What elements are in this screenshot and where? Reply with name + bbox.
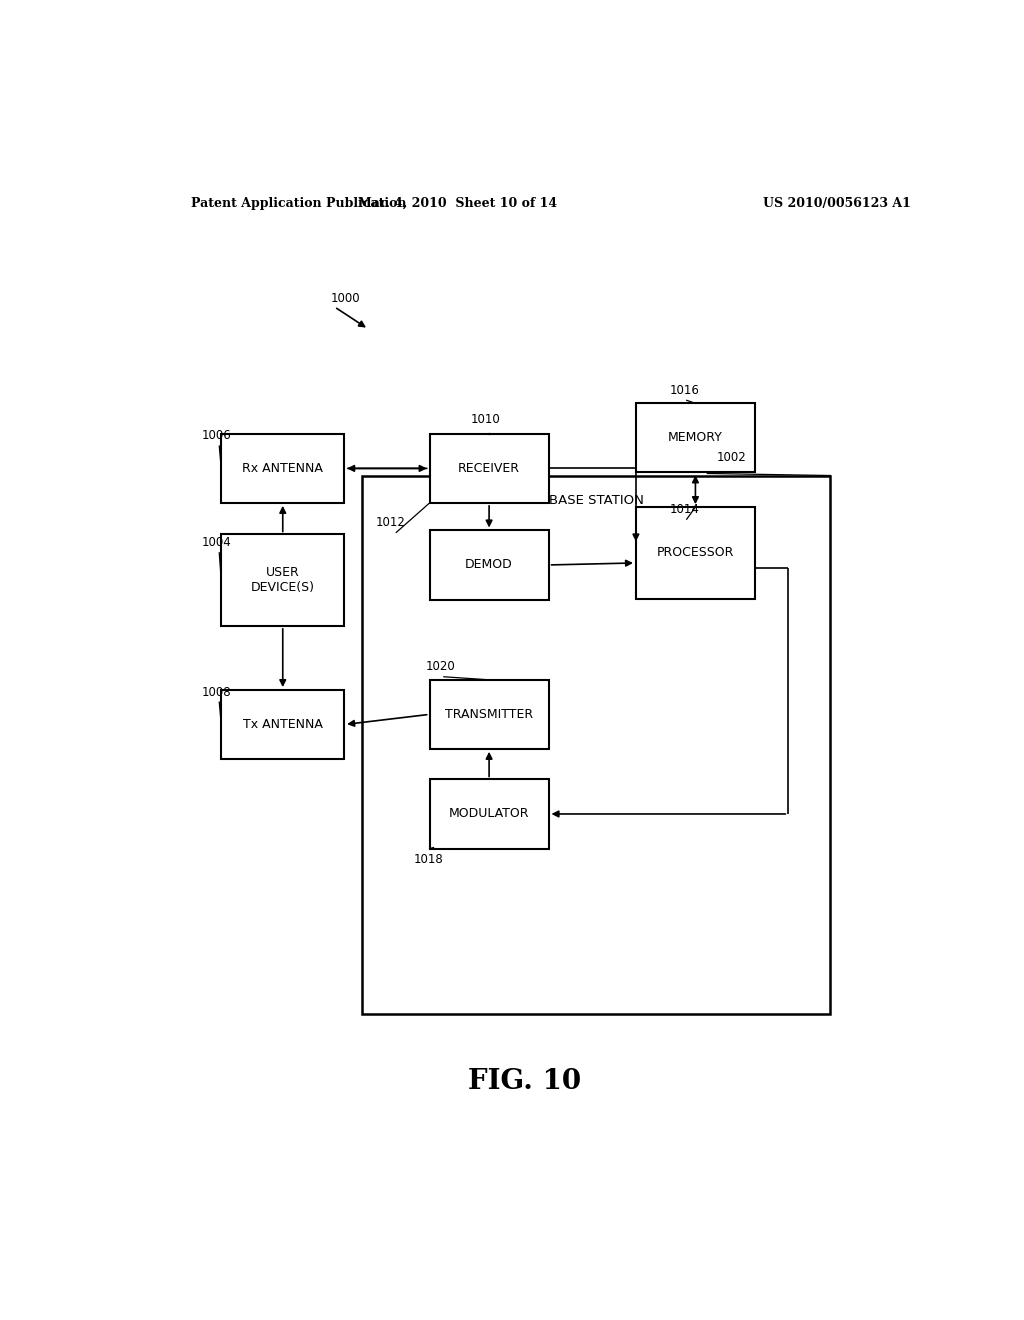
- Text: 1014: 1014: [670, 503, 699, 516]
- Bar: [430, 434, 549, 503]
- Text: 1002: 1002: [717, 450, 746, 463]
- Text: 1018: 1018: [414, 853, 443, 866]
- Text: PROCESSOR: PROCESSOR: [656, 546, 734, 560]
- Text: 1000: 1000: [331, 292, 360, 305]
- Bar: [221, 535, 344, 626]
- Text: 1010: 1010: [471, 413, 501, 426]
- Text: FIG. 10: FIG. 10: [468, 1068, 582, 1094]
- Text: TRANSMITTER: TRANSMITTER: [445, 708, 534, 721]
- Text: 1020: 1020: [426, 660, 456, 673]
- Text: 1006: 1006: [202, 429, 231, 442]
- Text: DEMOD: DEMOD: [465, 558, 513, 572]
- Text: Tx ANTENNA: Tx ANTENNA: [243, 718, 323, 731]
- Text: US 2010/0056123 A1: US 2010/0056123 A1: [763, 197, 910, 210]
- Bar: [221, 690, 344, 759]
- Text: BASE STATION: BASE STATION: [549, 494, 644, 507]
- Text: 1008: 1008: [202, 685, 231, 698]
- Text: Mar. 4, 2010  Sheet 10 of 14: Mar. 4, 2010 Sheet 10 of 14: [357, 197, 557, 210]
- Bar: [636, 507, 755, 598]
- Bar: [362, 475, 830, 1014]
- Text: 1004: 1004: [202, 536, 231, 549]
- Text: Rx ANTENNA: Rx ANTENNA: [243, 462, 324, 475]
- Bar: [430, 680, 549, 748]
- Bar: [636, 404, 755, 473]
- Bar: [430, 779, 549, 849]
- Text: Patent Application Publication: Patent Application Publication: [191, 197, 407, 210]
- Text: RECEIVER: RECEIVER: [458, 462, 520, 475]
- Text: 1012: 1012: [376, 516, 406, 529]
- Bar: [221, 434, 344, 503]
- Bar: [430, 531, 549, 599]
- Text: MODULATOR: MODULATOR: [449, 808, 529, 821]
- Text: USER
DEVICE(S): USER DEVICE(S): [251, 566, 314, 594]
- Text: MEMORY: MEMORY: [668, 432, 723, 445]
- Text: 1016: 1016: [670, 384, 699, 396]
